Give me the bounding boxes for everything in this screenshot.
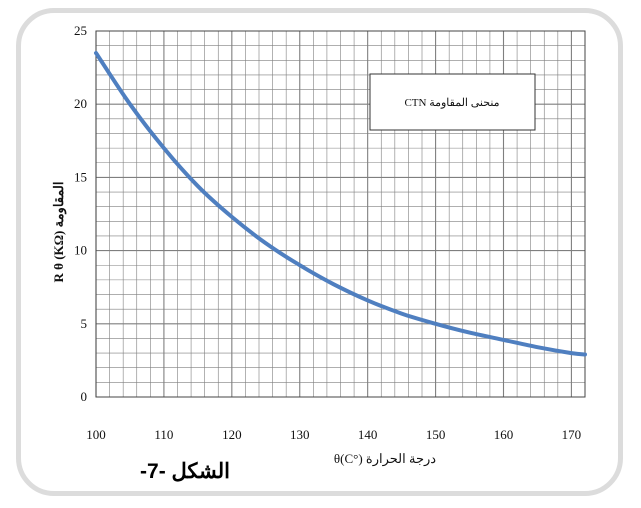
x-tick-label: 140	[358, 427, 378, 442]
y-tick-label: 10	[74, 243, 87, 258]
x-tick-label: 160	[494, 427, 514, 442]
x-tick-label: 100	[86, 427, 106, 442]
x-tick-label: 170	[562, 427, 582, 442]
x-axis: 100 110 120 130 140 150 160 170	[86, 427, 581, 442]
y-axis: 0 5 10 15 20 25	[74, 23, 87, 404]
legend-entry: CTN منحنى المقاومة	[404, 97, 499, 109]
y-tick-label: 5	[81, 316, 88, 331]
y-tick-label: 15	[74, 169, 87, 184]
x-tick-label: 110	[154, 427, 173, 442]
y-axis-label: R θ (KΩ) المقاومة	[51, 182, 67, 283]
series-line	[94, 51, 587, 357]
plot-area	[95, 30, 586, 398]
y-tick-label: 20	[74, 96, 87, 111]
y-tick-label: 0	[81, 389, 88, 404]
figure-frame	[16, 8, 623, 496]
legend: CTN منحنى المقاومة	[369, 73, 536, 131]
series	[94, 51, 587, 357]
x-tick-label: 150	[426, 427, 446, 442]
x-tick-label: 130	[290, 427, 310, 442]
x-axis-label: θ(C°) درجة الحرارة	[334, 451, 436, 467]
legend-box	[369, 73, 536, 131]
figure-caption: الشكل -7-	[140, 460, 230, 483]
y-tick-label: 25	[74, 23, 87, 38]
x-tick-label: 120	[222, 427, 242, 442]
